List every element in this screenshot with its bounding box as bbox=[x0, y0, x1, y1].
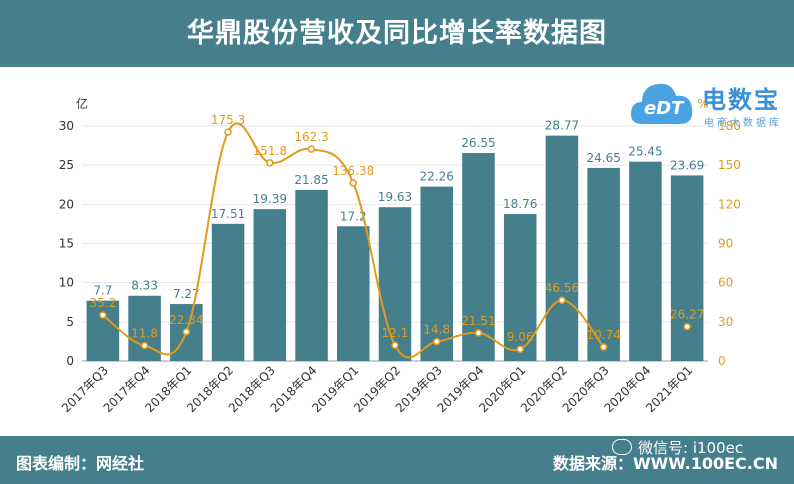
bar bbox=[211, 223, 245, 361]
bar-value-label: 28.77 bbox=[545, 119, 579, 133]
wechat-icon bbox=[612, 439, 632, 455]
y-right-tick-label: 150 bbox=[718, 158, 741, 172]
growth-rate-label: 35.2 bbox=[90, 296, 117, 310]
growth-rate-label: 10.74 bbox=[586, 328, 620, 342]
revenue-growth-chart: 0 5 10 15 20 25 30 0 30 60 90 120 150 180 亿 % 7.7 8.33 7.2… bbox=[59, 96, 741, 415]
bar bbox=[629, 161, 662, 361]
bar-value-label: 7.7 bbox=[93, 284, 112, 298]
growth-rate-label: 11.8 bbox=[131, 327, 158, 341]
y-right-unit-label: % bbox=[697, 97, 708, 111]
y-right-tick-label: 90 bbox=[718, 237, 733, 251]
bar bbox=[670, 175, 704, 361]
growth-rate-point bbox=[516, 345, 524, 353]
bar-value-label: 21.85 bbox=[294, 173, 328, 187]
cloud-logo-icon bbox=[630, 83, 693, 124]
growth-rate-point bbox=[558, 296, 566, 304]
logo-name: 电数宝 bbox=[702, 86, 780, 114]
bar-value-label: 17.51 bbox=[211, 207, 245, 221]
bar bbox=[253, 209, 287, 361]
growth-rate-label: 12.1 bbox=[382, 326, 409, 340]
logo-subtitle: 电商大数据库 bbox=[704, 118, 782, 129]
y-left-tick-label: 15 bbox=[59, 237, 74, 251]
growth-rate-point bbox=[349, 179, 358, 187]
bar bbox=[378, 207, 412, 361]
bar-value-label: 19.63 bbox=[378, 190, 412, 204]
bar bbox=[503, 214, 537, 361]
growth-rate-label: 9.06 bbox=[507, 330, 534, 344]
bar-value-label: 25.45 bbox=[628, 145, 662, 159]
growth-rate-label: 26.27 bbox=[670, 308, 704, 322]
growth-rate-point bbox=[432, 337, 441, 346]
header-banner: 华鼎股份营收及同比增长率数据图 bbox=[0, 0, 794, 67]
growth-rate-point bbox=[182, 328, 191, 336]
bar bbox=[86, 300, 120, 361]
growth-rate-point bbox=[266, 159, 274, 167]
logo-mark: eDT bbox=[644, 98, 684, 119]
y-left-tick-label: 30 bbox=[59, 119, 74, 133]
growth-rate-point bbox=[599, 343, 608, 351]
chart-title: 华鼎股份营收及同比增长率数据图 bbox=[187, 18, 607, 49]
y-left-tick-label: 10 bbox=[59, 276, 74, 290]
growth-rate-point bbox=[474, 329, 483, 337]
y-left-tick-label: 25 bbox=[59, 158, 74, 172]
growth-rate-label: 46.56 bbox=[545, 281, 579, 295]
bar bbox=[295, 189, 328, 361]
bar-value-label: 17.2 bbox=[340, 209, 367, 223]
bar-value-label: 23.69 bbox=[670, 158, 704, 172]
growth-rate-label: 22.34 bbox=[169, 313, 203, 327]
growth-rate-point bbox=[683, 322, 691, 331]
y-left-tick-label: 20 bbox=[59, 197, 74, 211]
bar bbox=[545, 135, 579, 361]
growth-rate-point bbox=[140, 341, 149, 350]
bar bbox=[462, 153, 495, 361]
footer-banner: 图表编制：网经社 数据来源：WWW.100EC.CN bbox=[0, 436, 794, 484]
growth-rate-point bbox=[307, 145, 316, 153]
y-left-tick-label: 0 bbox=[66, 354, 74, 368]
y-right-tick-label: 180 bbox=[718, 119, 741, 133]
y-right-tick-label: 0 bbox=[718, 354, 726, 368]
bar-value-label: 26.55 bbox=[461, 136, 495, 150]
y-right-tick-label: 30 bbox=[718, 315, 733, 329]
growth-rate-label: 175.3 bbox=[211, 113, 245, 127]
growth-rate-label: 162.3 bbox=[294, 130, 328, 144]
growth-rate-label: 151.8 bbox=[253, 144, 287, 158]
growth-rate-point bbox=[391, 341, 399, 349]
y-right-tick-label: 120 bbox=[718, 197, 741, 211]
bar-value-label: 22.26 bbox=[420, 170, 454, 184]
bar-value-label: 8.33 bbox=[131, 279, 158, 293]
growth-rate-point bbox=[99, 311, 107, 319]
footer-data-source: 数据来源：WWW.100EC.CN bbox=[552, 454, 778, 473]
bar-value-label: 18.76 bbox=[503, 197, 537, 211]
bar bbox=[336, 226, 370, 361]
y-right-tick-label: 60 bbox=[718, 276, 733, 290]
wechat-id: 微信号: i100ec bbox=[612, 437, 743, 458]
bar bbox=[587, 167, 620, 361]
wechat-text: 微信号: i100ec bbox=[638, 439, 744, 457]
growth-rate-label: 14.8 bbox=[423, 323, 450, 337]
logo: eDT 电数宝 电商大数据库 bbox=[628, 74, 788, 132]
growth-rate-point bbox=[224, 128, 232, 136]
bar bbox=[420, 186, 454, 361]
bar-value-label: 7.27 bbox=[173, 287, 200, 301]
bar-value-label: 19.39 bbox=[253, 192, 287, 206]
y-left-unit-label: 亿 bbox=[76, 96, 88, 111]
growth-rate-label: 136.38 bbox=[332, 164, 374, 178]
y-left-tick-label: 5 bbox=[66, 315, 74, 329]
bar-value-label: 24.65 bbox=[586, 151, 620, 165]
growth-rate-label: 21.51 bbox=[461, 314, 495, 328]
footer-source-credit: 图表编制：网经社 bbox=[16, 454, 145, 473]
